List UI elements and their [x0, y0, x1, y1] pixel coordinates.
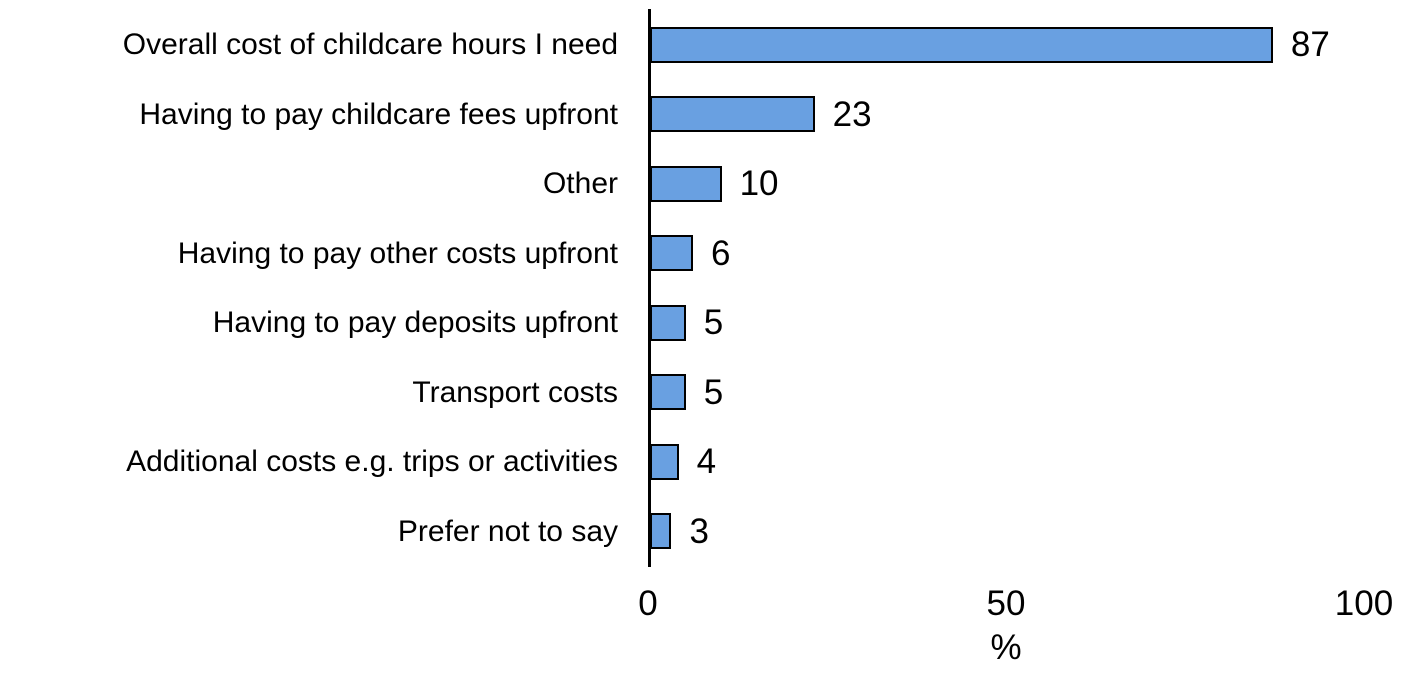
bar — [650, 235, 693, 272]
bar — [650, 443, 679, 480]
value-label: 6 — [710, 233, 731, 273]
bar-row: 23 — [650, 80, 1416, 150]
y-axis-line — [648, 9, 651, 567]
bar-row: 6 — [650, 219, 1416, 289]
bar-row: 10 — [650, 149, 1416, 219]
bar-row: 5 — [650, 288, 1416, 358]
x-axis-tick-label: 0 — [638, 584, 658, 623]
category-label: Having to pay other costs upfront — [177, 236, 618, 270]
plot-area: 87 23 10 6 5 5 4 3 — [650, 10, 1416, 566]
category-label: Overall cost of childcare hours I need — [122, 28, 618, 62]
value-label: 3 — [689, 511, 709, 551]
bar — [650, 513, 672, 550]
bar-row: 3 — [650, 497, 1416, 567]
bar — [650, 26, 1273, 63]
value-label: 5 — [703, 372, 724, 412]
x-axis-title: % — [990, 628, 1022, 667]
category-label: Additional costs e.g. trips or activitie… — [126, 445, 618, 479]
category-label: Having to pay deposits upfront — [212, 306, 618, 340]
x-axis-tick-label: 50 — [986, 584, 1026, 623]
bar — [650, 304, 686, 341]
category-label: Having to pay childcare fees upfront — [139, 97, 618, 131]
value-label: 5 — [703, 303, 724, 343]
bar — [650, 374, 686, 411]
category-label: Transport costs — [412, 375, 618, 409]
value-label: 87 — [1290, 25, 1330, 65]
value-label: 4 — [696, 442, 717, 482]
bar — [650, 165, 722, 202]
x-axis-tick-label: 100 — [1334, 584, 1394, 623]
category-label: Other — [542, 167, 618, 201]
value-label: 23 — [832, 94, 872, 134]
bar-row: 87 — [650, 10, 1416, 80]
category-label: Prefer not to say — [397, 514, 618, 548]
bar-row: 5 — [650, 358, 1416, 428]
value-label: 10 — [739, 164, 779, 204]
bar-row: 4 — [650, 427, 1416, 497]
bar — [650, 96, 815, 133]
category-label-column: Overall cost of childcare hours I need Ha… — [0, 10, 618, 566]
x-axis-ticks: 0 50 100 — [0, 586, 1416, 626]
